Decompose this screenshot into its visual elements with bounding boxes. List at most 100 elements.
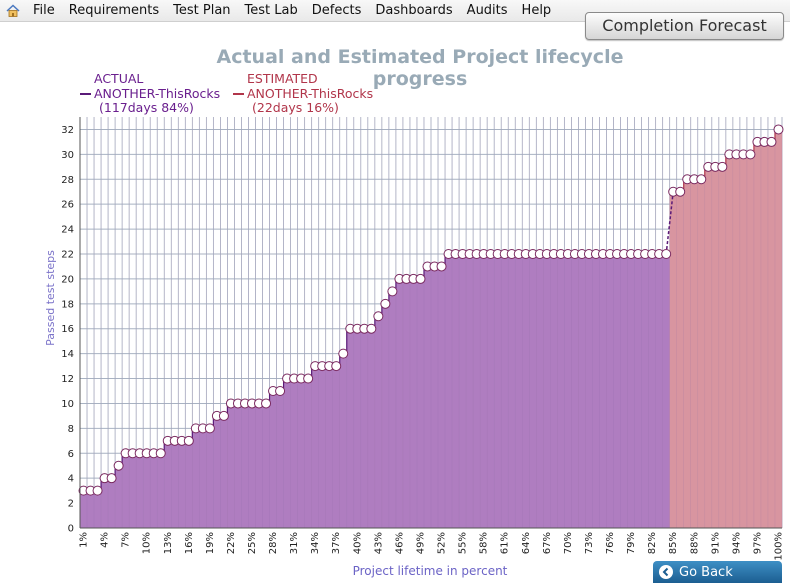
x-axis-label: Project lifetime in percent (352, 564, 508, 578)
actual-bar (585, 253, 593, 529)
actual-bar (220, 415, 228, 529)
actual-bar (290, 378, 298, 529)
x-tick-label: 28% (268, 532, 279, 554)
x-tick-label: 46% (394, 532, 405, 554)
actual-bar (311, 365, 319, 529)
legend-estimated-label: ANOTHER-ThisRocks (247, 85, 374, 101)
actual-bar (227, 403, 235, 529)
x-tick-label: 40% (352, 532, 363, 554)
menu-defects[interactable]: Defects (311, 3, 362, 18)
actual-bar (599, 253, 607, 529)
legend-actual-label: ANOTHER-ThisRocks (94, 85, 221, 101)
actual-bar (304, 378, 312, 529)
x-tick-label: 91% (710, 532, 721, 554)
actual-point (155, 448, 166, 459)
actual-bar (571, 253, 579, 529)
actual-point (261, 398, 272, 409)
actual-bar (234, 403, 242, 529)
actual-bar (451, 253, 460, 529)
y-tick-label: 24 (61, 225, 74, 236)
estimated-bar (711, 166, 719, 529)
actual-bar (339, 353, 347, 529)
actual-point (338, 348, 349, 359)
actual-bar (93, 490, 102, 529)
actual-bar (248, 403, 256, 529)
legend-actual-name: ACTUAL (94, 71, 144, 86)
x-tick-label: 7% (121, 532, 132, 548)
actual-bar (529, 253, 537, 529)
estimated-point (696, 174, 707, 185)
actual-bar (627, 253, 635, 529)
actual-bar (276, 390, 284, 529)
actual-bar (536, 253, 544, 529)
y-tick-label: 6 (68, 449, 74, 460)
x-tick-label: 22% (226, 532, 237, 554)
menu-requirements[interactable]: Requirements (68, 3, 160, 18)
menu-test-lab[interactable]: Test Lab (244, 3, 298, 18)
actual-bar (241, 403, 249, 529)
home-icon[interactable] (6, 3, 20, 18)
actual-bar (346, 328, 354, 529)
x-tick-label: 100% (773, 532, 784, 561)
actual-point (387, 286, 398, 297)
actual-bar (655, 253, 663, 529)
x-tick-label: 43% (373, 532, 384, 554)
actual-bar (444, 253, 453, 529)
x-tick-label: 4% (100, 532, 111, 548)
estimated-bar (774, 129, 783, 529)
actual-bar (606, 253, 614, 529)
go-back-button[interactable]: Go Back (653, 561, 782, 583)
x-tick-label: 13% (163, 532, 174, 554)
estimated-point (745, 149, 756, 160)
menu-test-plan[interactable]: Test Plan (173, 3, 231, 18)
x-tick-label: 1% (79, 532, 90, 548)
x-tick-label: 49% (415, 532, 426, 554)
estimated-bar (683, 179, 691, 529)
menu-file[interactable]: File (33, 3, 55, 18)
actual-bar (472, 253, 481, 529)
back-arrow-icon (659, 565, 673, 579)
menu-dashboards[interactable]: Dashboards (375, 3, 453, 18)
legend-actual-swatch (80, 93, 91, 95)
menu-audits[interactable]: Audits (466, 3, 508, 18)
actual-point (303, 373, 314, 384)
actual-bar (213, 415, 221, 529)
actual-point (415, 273, 426, 284)
actual-bar (374, 316, 383, 529)
x-tick-label: 85% (668, 532, 679, 554)
estimated-bar (725, 154, 734, 529)
actual-bar (269, 390, 277, 529)
y-tick-label: 8 (68, 424, 74, 435)
y-tick-label: 0 (68, 524, 74, 535)
x-tick-label: 88% (689, 532, 700, 554)
x-tick-label: 10% (142, 532, 153, 554)
actual-bar (136, 453, 144, 529)
actual-bar (388, 291, 397, 529)
estimated-bar (704, 166, 712, 529)
actual-bar (613, 253, 621, 529)
actual-bar (641, 253, 649, 529)
actual-bar (522, 253, 530, 529)
y-tick-label: 22 (61, 250, 74, 261)
actual-bar (79, 490, 88, 529)
actual-point (373, 311, 384, 322)
y-tick-label: 14 (61, 349, 74, 360)
actual-bar (332, 365, 340, 529)
y-tick-label: 30 (61, 150, 74, 161)
actual-bar (100, 478, 109, 529)
actual-bar (479, 253, 488, 529)
actual-bar (297, 378, 305, 529)
y-tick-label: 4 (68, 474, 74, 485)
legend-estimated-name: ESTIMATED (247, 71, 318, 86)
estimated-bar (676, 191, 684, 529)
actual-bar (564, 253, 572, 529)
actual-bar (557, 253, 565, 529)
y-tick-label: 18 (61, 299, 74, 310)
estimated-bar (767, 141, 776, 529)
menu-help[interactable]: Help (521, 3, 552, 18)
actual-bar (402, 278, 411, 529)
transition-line (665, 191, 674, 255)
chart-title: Actual and Estimated Project lifecycle p… (216, 46, 624, 90)
completion-forecast-button[interactable]: Completion Forecast (585, 12, 784, 40)
estimated-bar (760, 141, 769, 529)
